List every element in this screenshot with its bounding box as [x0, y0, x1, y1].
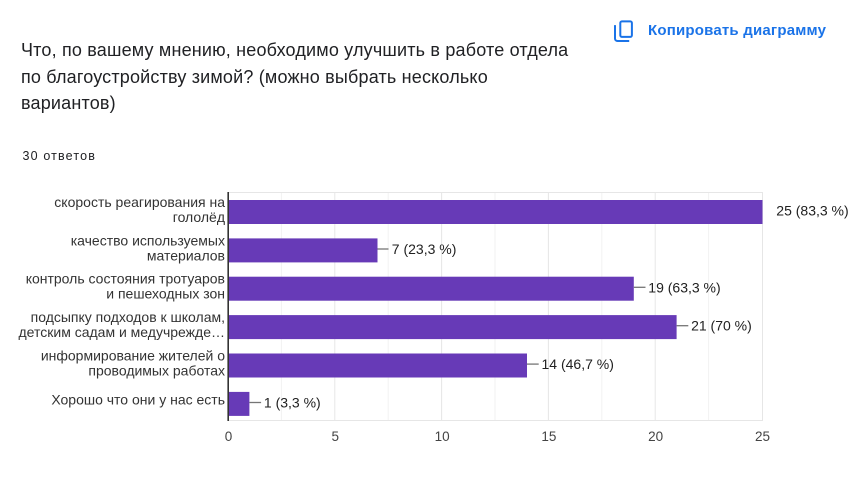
svg-text:21 (70 %): 21 (70 %) [691, 318, 752, 334]
svg-text:15: 15 [541, 429, 556, 444]
svg-text:5: 5 [332, 429, 340, 444]
svg-text:качество используемых: качество используемых [71, 232, 225, 248]
svg-text:подсыпку подходов к школам,: подсыпку подходов к школам, [31, 309, 225, 325]
svg-text:7 (23,3 %): 7 (23,3 %) [392, 241, 457, 257]
svg-text:25 (83,3 %): 25 (83,3 %) [776, 203, 848, 219]
svg-text:проводимых работах: проводимых работах [88, 363, 225, 379]
svg-text:0: 0 [225, 429, 233, 444]
svg-text:гололёд: гололёд [173, 209, 225, 225]
svg-text:и пешеходных зон: и пешеходных зон [106, 286, 225, 302]
svg-text:Хорошо что они у нас есть: Хорошо что они у нас есть [51, 392, 225, 408]
svg-text:информирование жителей о: информирование жителей о [41, 348, 225, 364]
svg-text:25: 25 [755, 429, 770, 444]
svg-text:1 (3,3 %): 1 (3,3 %) [264, 395, 321, 411]
svg-text:20: 20 [648, 429, 663, 444]
svg-text:контроль состояния тротуаров: контроль состояния тротуаров [26, 271, 225, 287]
svg-text:14 (46,7 %): 14 (46,7 %) [542, 356, 614, 372]
svg-text:материалов: материалов [147, 247, 225, 263]
svg-text:19 (63,3 %): 19 (63,3 %) [648, 279, 720, 295]
svg-text:скорость реагирования на: скорость реагирования на [54, 194, 225, 210]
svg-text:10: 10 [435, 429, 450, 444]
svg-text:детским садам и медучрежде…: детским садам и медучрежде… [19, 324, 225, 340]
